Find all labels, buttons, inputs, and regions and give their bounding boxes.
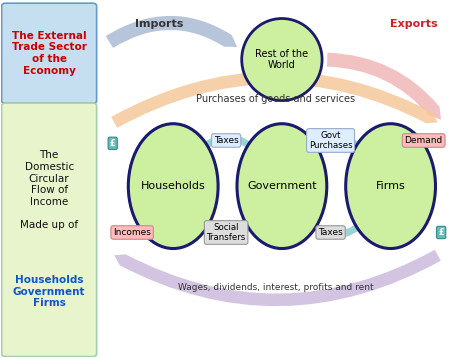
Text: Incomes: Incomes <box>113 228 151 237</box>
Text: Social
Transfers: Social Transfers <box>207 223 246 242</box>
FancyArrowPatch shape <box>304 134 366 155</box>
Text: Exports: Exports <box>391 19 438 29</box>
Text: Firms: Firms <box>376 181 405 191</box>
Text: Demand: Demand <box>404 136 443 145</box>
FancyArrowPatch shape <box>198 217 260 238</box>
Text: The External
Trade Sector
of the
Economy: The External Trade Sector of the Economy <box>12 31 87 76</box>
Text: Imports: Imports <box>135 19 183 29</box>
Ellipse shape <box>242 19 322 101</box>
FancyBboxPatch shape <box>1 103 97 357</box>
Ellipse shape <box>237 124 327 248</box>
Text: £: £ <box>438 228 444 237</box>
Text: Govt
Purchases: Govt Purchases <box>309 131 352 150</box>
Text: Rest of the
World: Rest of the World <box>255 49 309 70</box>
Text: Taxes: Taxes <box>214 136 238 145</box>
Text: Households
Government
Firms: Households Government Firms <box>13 275 85 309</box>
Text: Households: Households <box>141 181 206 191</box>
Text: Wages, dividends, interest, profits and rent: Wages, dividends, interest, profits and … <box>178 283 374 292</box>
FancyArrowPatch shape <box>195 134 257 155</box>
FancyArrowPatch shape <box>111 72 438 128</box>
Text: Taxes: Taxes <box>318 228 343 237</box>
FancyArrowPatch shape <box>114 250 441 306</box>
Text: £: £ <box>110 139 116 148</box>
FancyArrowPatch shape <box>306 217 369 238</box>
Ellipse shape <box>346 124 436 248</box>
FancyArrowPatch shape <box>327 53 441 120</box>
Text: The
Domestic
Circular
Flow of
Income

Made up of: The Domestic Circular Flow of Income Mad… <box>20 150 78 230</box>
Ellipse shape <box>128 124 218 248</box>
Text: Government: Government <box>247 181 317 191</box>
Text: Purchases of goods and services: Purchases of goods and services <box>196 94 356 104</box>
FancyArrowPatch shape <box>106 16 237 48</box>
FancyBboxPatch shape <box>1 3 97 103</box>
